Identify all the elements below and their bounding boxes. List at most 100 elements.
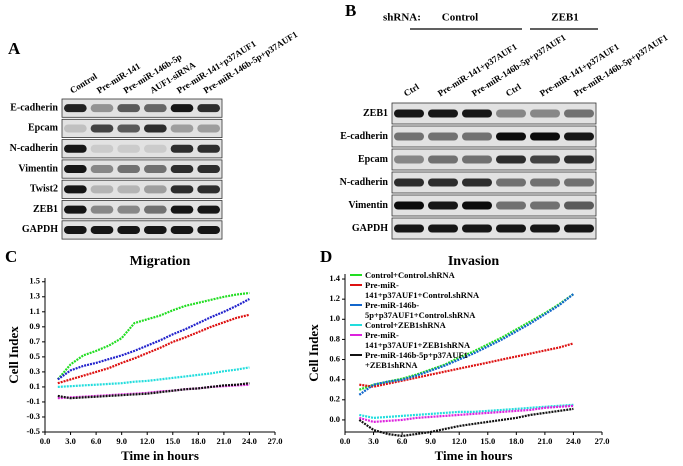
y-tick-label: -0.5	[27, 426, 40, 436]
x-tick-label: 24.0	[242, 436, 257, 446]
data-line	[358, 293, 575, 396]
blot-strip	[61, 200, 223, 220]
band	[144, 124, 167, 133]
blot-strip	[61, 139, 223, 159]
x-axis-label: Time in hours	[121, 448, 199, 463]
band	[462, 109, 492, 118]
x-tick-label: 3.0	[65, 436, 76, 446]
y-tick-label: 1.2	[329, 293, 340, 303]
row-label: E-cadherin	[10, 102, 58, 113]
band	[170, 144, 194, 153]
band	[90, 144, 114, 153]
y-tick-label: 0.3	[29, 366, 40, 376]
y-tick-label: -0.1	[27, 396, 40, 406]
band	[394, 132, 424, 141]
y-tick-label: -0.3	[27, 411, 40, 421]
band	[90, 104, 114, 113]
y-axis-label: Cell Index	[306, 324, 321, 382]
band	[428, 109, 458, 118]
y-tick-label: 0.6	[329, 353, 340, 363]
band	[496, 178, 526, 187]
band	[394, 201, 424, 210]
band	[197, 205, 220, 214]
data-line	[359, 403, 574, 420]
band	[462, 155, 492, 164]
band	[496, 109, 526, 118]
row-label: N-cadherin	[10, 143, 59, 154]
band	[462, 178, 492, 187]
legend-swatch	[350, 274, 362, 276]
band	[64, 165, 87, 174]
band	[117, 104, 140, 113]
y-tick-label: 0.1	[29, 381, 40, 391]
lane-label: Control	[68, 71, 99, 96]
y-tick-label: 1.5	[29, 276, 40, 286]
row-label: GAPDH	[22, 224, 58, 235]
row-label: ZEB1	[363, 108, 388, 119]
legend-label: Pre-miR-141+p37AUF1+Control.shRNA	[365, 280, 480, 300]
row-label: Vimentin	[348, 200, 388, 211]
row-label: Twist2	[30, 184, 58, 195]
blot-strip	[61, 159, 223, 179]
panel-label: B	[345, 1, 356, 20]
y-axis-label: Cell Index	[6, 326, 21, 384]
data-line	[57, 313, 250, 385]
x-tick-label: 9.0	[116, 436, 127, 446]
y-tick-label: 0.5	[29, 351, 40, 361]
blot-strip	[391, 125, 597, 148]
legend-label: Control+ZEB1shRNA	[365, 320, 446, 330]
band	[64, 144, 87, 153]
band	[170, 165, 194, 174]
legend-entry: Pre-miR-146b-5p+p37AUF1 +ZEB1shRNA	[350, 350, 565, 370]
band	[144, 165, 167, 174]
x-tick-label: 6.0	[397, 436, 408, 446]
legend-label: Pre-miR-146b-5p+p37AUF1 +ZEB1shRNA	[365, 350, 468, 370]
x-tick-label: 12.0	[452, 436, 467, 446]
band	[496, 132, 526, 141]
band	[64, 104, 87, 113]
legend-label: Pre-miR-146b-5p+p37AUF1+Control.shRNA	[365, 300, 476, 320]
blot-strip	[391, 194, 597, 217]
y-tick-label: 0.4	[329, 374, 340, 384]
row-label: Epcam	[28, 123, 59, 134]
band	[530, 201, 560, 210]
blot-strip	[391, 148, 597, 171]
data-line	[57, 366, 250, 388]
band	[564, 178, 594, 187]
band	[394, 155, 424, 164]
legend-label: Control+Control.shRNA	[365, 270, 455, 280]
chart-title: Migration	[130, 254, 191, 269]
band	[428, 224, 458, 233]
blot-strip	[61, 98, 223, 118]
band	[462, 201, 492, 210]
band	[117, 225, 140, 234]
data-line	[359, 342, 574, 388]
band	[90, 205, 114, 214]
band	[394, 109, 424, 118]
x-tick-label: 15.0	[480, 436, 495, 446]
row-label: Vimentin	[18, 163, 58, 174]
band	[462, 132, 492, 141]
band	[64, 205, 87, 214]
band	[428, 201, 458, 210]
x-tick-label: 18.0	[509, 436, 524, 446]
band	[197, 124, 220, 133]
data-line	[57, 298, 250, 381]
band	[64, 124, 87, 133]
band	[394, 178, 424, 187]
band	[90, 225, 114, 234]
y-tick-label: 1.3	[29, 291, 40, 301]
band	[564, 155, 594, 164]
band	[90, 185, 114, 194]
x-tick-label: 6.0	[91, 436, 102, 446]
band	[117, 124, 140, 133]
row-label: N-cadherin	[340, 177, 389, 188]
band	[496, 201, 526, 210]
blot-strip	[391, 102, 597, 125]
legend-entry: Control+ZEB1shRNA	[350, 320, 565, 330]
band	[64, 225, 87, 234]
legend-entry: Pre-miR-141+p37AUF1+ZEB1shRNA	[350, 330, 565, 350]
x-tick-label: 27.0	[595, 436, 610, 446]
